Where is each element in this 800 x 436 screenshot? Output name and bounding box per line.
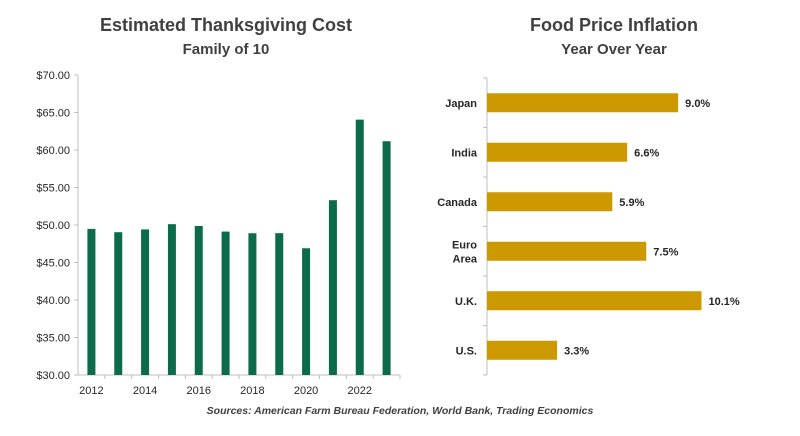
x-tick-label: 2012 [79,385,103,397]
food-inflation-plot: Japan 9.0% India 6.6% Canada 5.9% Euro Area 7.5%… [437,77,740,376]
thanksgiving-cost-plot: $30.00 $35.00 $40.00 $45.00 $50.00 $55.00 $60.… [36,70,401,397]
bar-2020 [302,248,311,375]
y-tick-label: $55.00 [36,183,70,195]
bar-2012 [87,228,96,375]
category-label: U.K. [455,296,477,308]
bar-india [487,142,628,162]
bar-u-s- [487,340,558,360]
bar-2016 [194,225,203,375]
y-tick-label: $35.00 [36,333,70,345]
bar-u-k- [487,291,702,311]
data-label: 10.1% [709,296,740,308]
y-tick-label: $65.00 [36,108,70,120]
bar-2015 [167,224,176,375]
bar-2018 [248,233,257,375]
x-tick-label: 2022 [348,385,372,397]
category-label: India [451,147,478,159]
right-chart-subtitle: Year Over Year [561,41,667,58]
source-note: Sources: American Farm Bureau Federation… [206,405,594,417]
bar-2023 [382,141,391,375]
x-tick-label: 2020 [294,385,318,397]
category-label: Japan [445,98,477,110]
bar-2019 [275,233,284,375]
left-chart-title: Estimated Thanksgiving Cost [100,15,352,35]
data-label: 9.0% [685,98,710,110]
bar-canada [487,192,613,212]
data-label: 5.9% [619,197,644,209]
bar-2021 [328,200,337,375]
y-tick-label: $70.00 [36,70,70,82]
bar-2013 [114,232,123,375]
x-tick-label: 2014 [133,385,157,397]
y-tick-label: $50.00 [36,220,70,232]
bar-2014 [141,229,150,375]
y-tick-label: $60.00 [36,145,70,157]
x-tick-label: 2016 [187,385,211,397]
category-label: Euro [452,239,477,251]
x-tick-label: 2018 [240,385,264,397]
data-label: 3.3% [564,345,589,357]
bar-2022 [355,119,364,375]
bar-2017 [221,231,230,375]
category-label: U.S. [456,345,477,357]
category-label: Area [453,253,478,265]
left-chart-subtitle: Family of 10 [183,41,270,58]
y-tick-label: $45.00 [36,258,70,270]
right-chart-title: Food Price Inflation [530,15,698,35]
y-tick-label: $40.00 [36,295,70,307]
data-label: 7.5% [653,246,678,258]
data-label: 6.6% [634,147,659,159]
bar-japan [487,93,679,113]
y-tick-label: $30.00 [36,370,70,382]
bar-euro-area [487,241,647,261]
category-label: Canada [437,197,478,209]
